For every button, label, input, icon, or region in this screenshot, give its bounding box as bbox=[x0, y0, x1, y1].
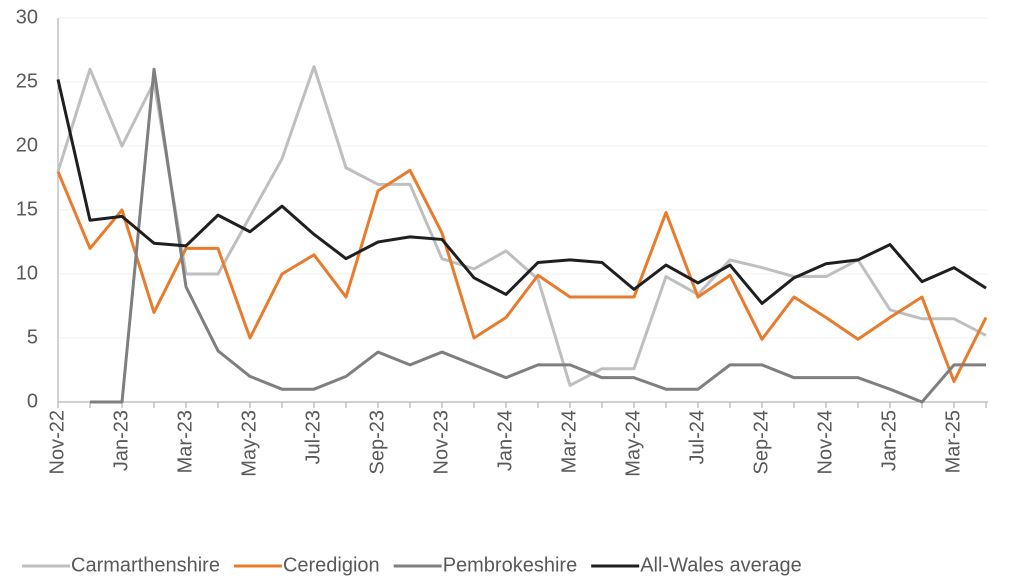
x-tick-label: Mar-23 bbox=[174, 410, 196, 473]
legend-label: Ceredigion bbox=[283, 554, 380, 576]
x-tick-label: Nov-23 bbox=[430, 410, 452, 474]
y-tick-label: 15 bbox=[16, 198, 38, 220]
x-tick-label: May-23 bbox=[238, 410, 260, 477]
y-tick-label: 0 bbox=[27, 390, 38, 412]
x-tick-label: Mar-24 bbox=[558, 410, 580, 473]
x-tick-label: Jul-24 bbox=[686, 410, 708, 464]
x-tick-label: Mar-25 bbox=[942, 410, 964, 473]
y-tick-label: 5 bbox=[27, 326, 38, 348]
y-tick-label: 10 bbox=[16, 262, 38, 284]
series-line bbox=[90, 67, 986, 404]
x-tick-label: Sep-24 bbox=[750, 410, 772, 475]
x-tick-label: Nov-22 bbox=[46, 410, 68, 474]
x-tick-label: Jul-23 bbox=[302, 410, 324, 464]
legend-label: Pembrokeshire bbox=[443, 554, 578, 576]
series-line bbox=[56, 79, 987, 305]
legend-label: Carmarthenshire bbox=[71, 554, 220, 576]
x-tick-label: Jan-24 bbox=[494, 410, 516, 471]
y-tick-label: 25 bbox=[16, 70, 38, 92]
series-line bbox=[56, 65, 987, 387]
y-tick-label: 30 bbox=[16, 6, 38, 28]
x-tick-label: Jan-25 bbox=[878, 410, 900, 471]
y-tick-label: 20 bbox=[16, 134, 38, 156]
x-tick-label: Sep-23 bbox=[366, 410, 388, 475]
x-tick-label: Jan-23 bbox=[110, 410, 132, 471]
x-tick-label: May-24 bbox=[622, 410, 644, 477]
series-line bbox=[56, 168, 988, 384]
x-tick-label: Nov-24 bbox=[814, 410, 836, 474]
legend-label: All-Wales average bbox=[640, 554, 802, 576]
